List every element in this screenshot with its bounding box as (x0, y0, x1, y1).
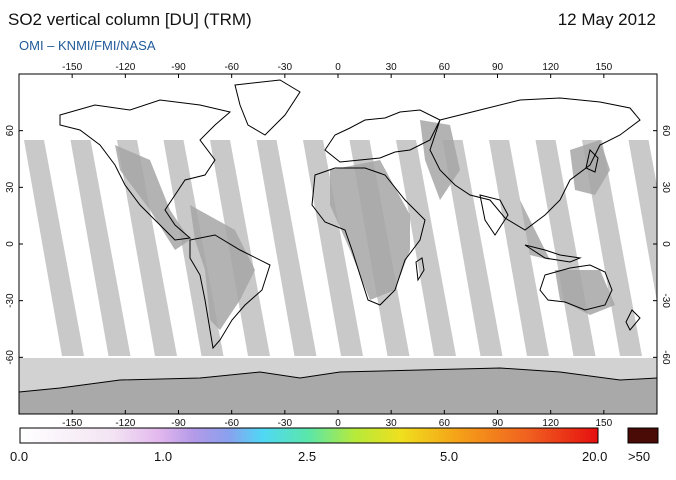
tick-label: 30 (660, 182, 671, 194)
tick-label: 60 (660, 125, 671, 137)
tick-label: -30 (5, 293, 16, 308)
tick-label: 60 (439, 62, 451, 73)
tick-label: -30 (278, 62, 293, 73)
orbit-swath (24, 140, 84, 356)
orbit-swath (582, 140, 642, 356)
colorbar-overflow-label: >50 (628, 449, 651, 464)
tick-label: -60 (660, 350, 671, 365)
colorbar-label-2: 2.5 (298, 449, 317, 464)
tick-label: 30 (386, 62, 398, 73)
tick-label: 60 (439, 418, 451, 429)
tick-label: -150 (62, 418, 82, 429)
orbit-swath (489, 140, 549, 356)
tick-label: -150 (62, 62, 82, 73)
orbit-swath (256, 140, 317, 356)
tick-label: 90 (492, 62, 504, 73)
orbit-swath (70, 140, 131, 356)
tick-label: 150 (595, 62, 612, 73)
map-content (19, 79, 657, 414)
tick-label: 150 (595, 418, 612, 429)
colorbar-label-3: 5.0 (440, 449, 459, 464)
tick-label: -120 (115, 418, 135, 429)
colorbar-overflow-swatch (627, 427, 659, 444)
tick-label: 0 (5, 241, 16, 247)
tick-label: 0 (660, 241, 671, 247)
tick-label: 120 (542, 62, 559, 73)
orbit-swath (628, 140, 657, 302)
tick-label: -30 (278, 418, 293, 429)
tick-label: 30 (386, 418, 398, 429)
tick-label: -30 (660, 293, 671, 308)
orbit-swath (396, 140, 456, 356)
tick-label: -120 (115, 62, 135, 73)
antarctica-landmass (19, 368, 657, 414)
colorbar (19, 427, 599, 444)
map-title: SO2 vertical column [DU] (TRM) (8, 10, 252, 29)
tick-label: -60 (224, 62, 239, 73)
tick-label: -90 (171, 62, 186, 73)
colorbar-label-4: 20.0 (582, 449, 608, 464)
map-credit: OMI – KNMI/FMI/NASA (19, 38, 156, 53)
tick-label: 120 (542, 418, 559, 429)
tick-label: 0 (335, 418, 341, 429)
orbit-swath (442, 140, 503, 356)
tick-label: -60 (5, 350, 16, 365)
orbit-swath (303, 140, 363, 356)
coastlines (19, 79, 657, 393)
colorbar-label-1: 1.0 (154, 449, 173, 464)
tick-label: -60 (224, 418, 239, 429)
colorbar-label-0: 0.0 (10, 449, 29, 464)
map-ticks: -150 -150 -120 -120 -90 -90 -60 -60 -30 -30 0 0 30 30… (5, 62, 671, 429)
map-date: 12 May 2012 (557, 10, 656, 29)
tick-label: 0 (335, 62, 341, 73)
tick-label: 90 (492, 418, 504, 429)
tick-label: -90 (171, 418, 186, 429)
tick-label: 60 (5, 125, 16, 137)
tick-label: 30 (5, 181, 16, 193)
